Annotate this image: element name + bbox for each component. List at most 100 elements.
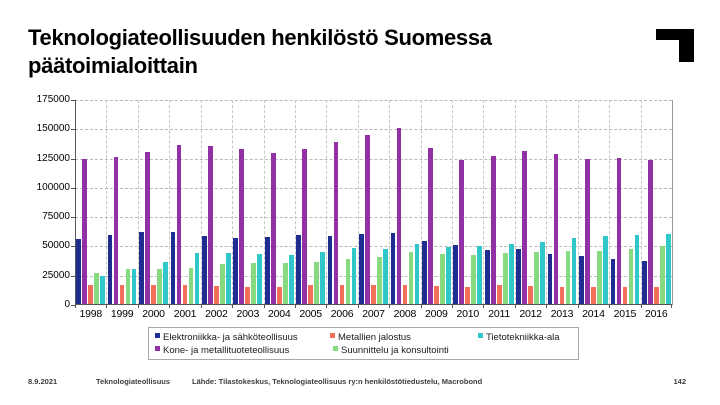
plot-right-border: [672, 100, 673, 305]
x-tick: [671, 305, 672, 308]
bar-2012-5: [540, 241, 545, 305]
logo-vertical-bar: [679, 29, 694, 62]
y-gridline: [75, 217, 672, 219]
legend-marker: [155, 346, 160, 351]
bar-1998-4: [94, 273, 100, 305]
x-gridline: [357, 100, 359, 305]
bar-2002-2: [208, 145, 213, 305]
bar-2013-3: [559, 286, 565, 305]
x-gridline: [263, 100, 265, 305]
x-gridline: [577, 100, 579, 305]
bar-2006-2: [333, 142, 339, 305]
x-tick: [609, 305, 611, 308]
bar-2008-4: [408, 252, 414, 305]
bar-2006-1: [327, 235, 333, 305]
footer-organization: Teknologiateollisuus: [96, 377, 171, 386]
bar-2016-4: [659, 246, 665, 305]
bar-2014-5: [603, 236, 608, 305]
bar-2003-2: [239, 148, 245, 305]
bar-2000-4: [157, 269, 162, 305]
bar-2001-3: [182, 285, 188, 305]
bar-1998-3: [88, 284, 94, 305]
bar-1999-3: [119, 284, 125, 305]
y-tick-label: 175000: [36, 94, 70, 105]
bar-2010-3: [465, 286, 471, 305]
y-tick-label: 75000: [42, 211, 70, 223]
bar-2007-2: [365, 134, 370, 305]
x-gridline: [389, 100, 391, 305]
bar-1998-5: [100, 275, 106, 305]
x-gridline: [640, 100, 642, 305]
x-gridline: [232, 100, 234, 305]
x-tick: [452, 305, 454, 308]
x-tick-label: 2002: [205, 308, 228, 320]
x-tick: [577, 305, 579, 308]
bar-2014-4: [597, 251, 602, 305]
bar-2003-5: [257, 254, 263, 305]
bar-2009-5: [445, 247, 451, 305]
x-gridline: [514, 100, 516, 305]
bar-2008-1: [390, 232, 396, 305]
legend-item: Kone- ja metallituoteteollisuus: [155, 345, 289, 357]
x-tick: [420, 305, 422, 308]
bar-2010-2: [459, 159, 465, 305]
bar-1999-1: [107, 234, 113, 305]
bar-2007-4: [377, 256, 382, 305]
y-gridline: [75, 158, 672, 160]
bar-2009-1: [421, 240, 427, 305]
bar-2011-1: [484, 249, 490, 305]
x-gridline: [137, 100, 139, 305]
footer-page-number: 142: [673, 377, 686, 386]
x-tick: [357, 305, 359, 308]
x-tick: [389, 305, 391, 308]
bar-2002-4: [220, 264, 225, 305]
x-gridline: [106, 100, 108, 305]
bar-1999-2: [113, 157, 119, 305]
y-gridline: [75, 129, 672, 131]
y-tick: [71, 129, 75, 131]
x-tick-label: 2011: [488, 308, 511, 320]
legend-marker: [478, 333, 483, 338]
x-tick-label: 2016: [645, 308, 668, 320]
bar-2008-3: [402, 284, 408, 305]
chart-legend: Elektroniikka- ja sähköteollisuus Metalli…: [148, 327, 579, 360]
bar-2005-5: [320, 251, 325, 305]
legend-marker: [330, 333, 335, 338]
x-gridline: [609, 100, 611, 305]
bar-2011-2: [490, 155, 496, 305]
x-gridline: [326, 100, 328, 305]
x-tick-label: 2010: [456, 308, 480, 320]
bar-2001-2: [176, 145, 182, 305]
logo-horizontal-bar: [656, 29, 694, 40]
legend-marker: [333, 346, 338, 351]
bar-2016-3: [653, 286, 659, 305]
y-tick: [71, 305, 75, 306]
x-tick: [200, 305, 202, 308]
y-tick: [71, 246, 75, 248]
bar-2015-5: [634, 235, 640, 305]
bar-2009-3: [433, 285, 439, 305]
bar-2002-5: [226, 252, 231, 305]
bar-2007-5: [383, 248, 388, 305]
y-tick: [71, 217, 75, 219]
x-tick-label: 2000: [142, 308, 165, 320]
bar-2004-5: [288, 254, 294, 305]
x-tick: [169, 305, 171, 308]
bar-2003-4: [251, 262, 257, 305]
bar-2007-1: [359, 233, 364, 305]
y-tick: [71, 187, 75, 189]
bar-2012-3: [528, 286, 533, 305]
bar-2002-3: [214, 286, 219, 305]
bar-2004-3: [276, 286, 282, 305]
y-gridline: [75, 246, 672, 248]
bar-2010-4: [471, 255, 477, 305]
bar-2005-3: [308, 285, 313, 305]
bar-2015-4: [628, 248, 634, 305]
bar-2015-3: [622, 287, 628, 305]
x-gridline: [294, 100, 296, 305]
legend-label: Suunnittelu ja konsultointi: [341, 345, 449, 356]
x-tick-label: 2008: [393, 308, 417, 320]
bar-2011-3: [496, 284, 502, 305]
bar-2014-1: [579, 256, 584, 305]
